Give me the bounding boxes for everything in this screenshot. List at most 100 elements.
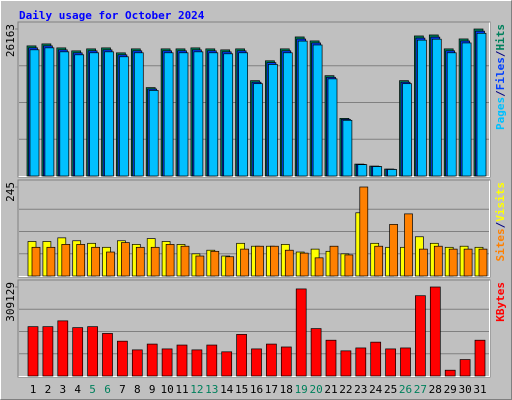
bar [119,56,129,177]
x-tick-label: 10 [160,383,173,396]
bar [163,52,174,177]
bar [104,51,114,177]
x-tick-label: 31 [473,383,486,396]
bar [266,343,277,377]
legend-separator: / [494,90,507,97]
x-tick-label: 16 [250,383,263,396]
x-tick-label: 17 [265,383,278,396]
y-tick-label: 309129 [4,282,17,322]
bar [374,245,384,277]
bar [474,339,486,377]
bar [448,248,458,277]
bar [310,328,322,377]
bar [461,42,472,177]
bar [400,347,411,377]
x-tick-label: 22 [339,383,352,396]
bar [72,327,84,377]
bar [191,349,203,377]
bar [121,242,130,277]
bar [87,326,98,377]
bar [251,348,262,377]
bar [372,166,383,177]
bar [59,51,70,177]
x-tick-label: 13 [205,383,218,396]
bar [478,248,488,277]
bar [206,344,218,377]
bar [193,51,204,177]
bar [208,52,219,177]
legend: Sites/Visits [494,182,507,262]
bar [429,286,441,377]
bar [131,349,143,377]
x-tick-label: 1 [30,383,37,396]
bar [357,164,368,177]
legend: Pages/Files/Hits [494,24,507,130]
bar [359,186,369,277]
bar [135,246,145,277]
bar [299,252,309,277]
bar [404,213,413,277]
legend-entry: Hits [494,24,507,51]
bar [270,245,279,277]
bar [210,250,220,277]
x-tick-label: 18 [280,383,293,396]
bar [340,350,352,377]
bar [355,347,367,377]
bar [178,52,189,177]
panel-bevel [18,22,490,177]
bar [385,348,396,377]
bar [106,251,115,277]
bar [195,255,205,277]
bar [44,47,55,177]
bar [223,53,234,177]
bar [268,64,278,177]
legend: KBytes [494,282,507,322]
y-tick-label: 245 [4,182,17,202]
bar [419,248,428,277]
bar [161,348,173,377]
bar [89,52,99,177]
x-tick-label: 23 [354,383,367,396]
bar [146,343,158,377]
bar [327,78,338,177]
bar [225,256,235,277]
x-tick-label: 2 [45,383,52,396]
bar [344,254,354,277]
legend-separator: / [494,221,507,228]
x-tick-label: 11 [175,383,188,396]
bar [314,257,324,277]
bar [221,351,233,377]
bar [402,83,412,177]
bar [342,119,353,177]
bar [240,248,249,277]
bar [150,246,160,277]
bar [387,169,397,177]
bar [389,224,398,277]
legend-entry: Files [494,57,507,90]
x-tick-label: 28 [429,383,442,396]
x-tick-label: 30 [458,383,471,396]
bar [102,333,113,377]
bar [282,52,293,177]
bar [415,295,426,377]
legend-entry: Pages [494,97,507,130]
x-tick-label: 6 [104,383,111,396]
x-tick-label: 20 [309,383,322,396]
bar [61,244,71,277]
bar [253,83,263,177]
bar [76,244,86,277]
bar [444,369,456,377]
bar [329,245,339,277]
bar [74,54,85,177]
x-tick-label: 9 [149,383,156,396]
y-tick-label: 26163 [4,24,17,57]
bar [476,32,487,177]
x-tick-label: 12 [190,383,203,396]
bar [148,90,159,177]
bar [433,245,443,277]
x-tick-label: 29 [444,383,457,396]
bar [284,249,294,277]
bar [417,39,427,177]
bar [29,49,40,177]
bar [42,326,54,377]
